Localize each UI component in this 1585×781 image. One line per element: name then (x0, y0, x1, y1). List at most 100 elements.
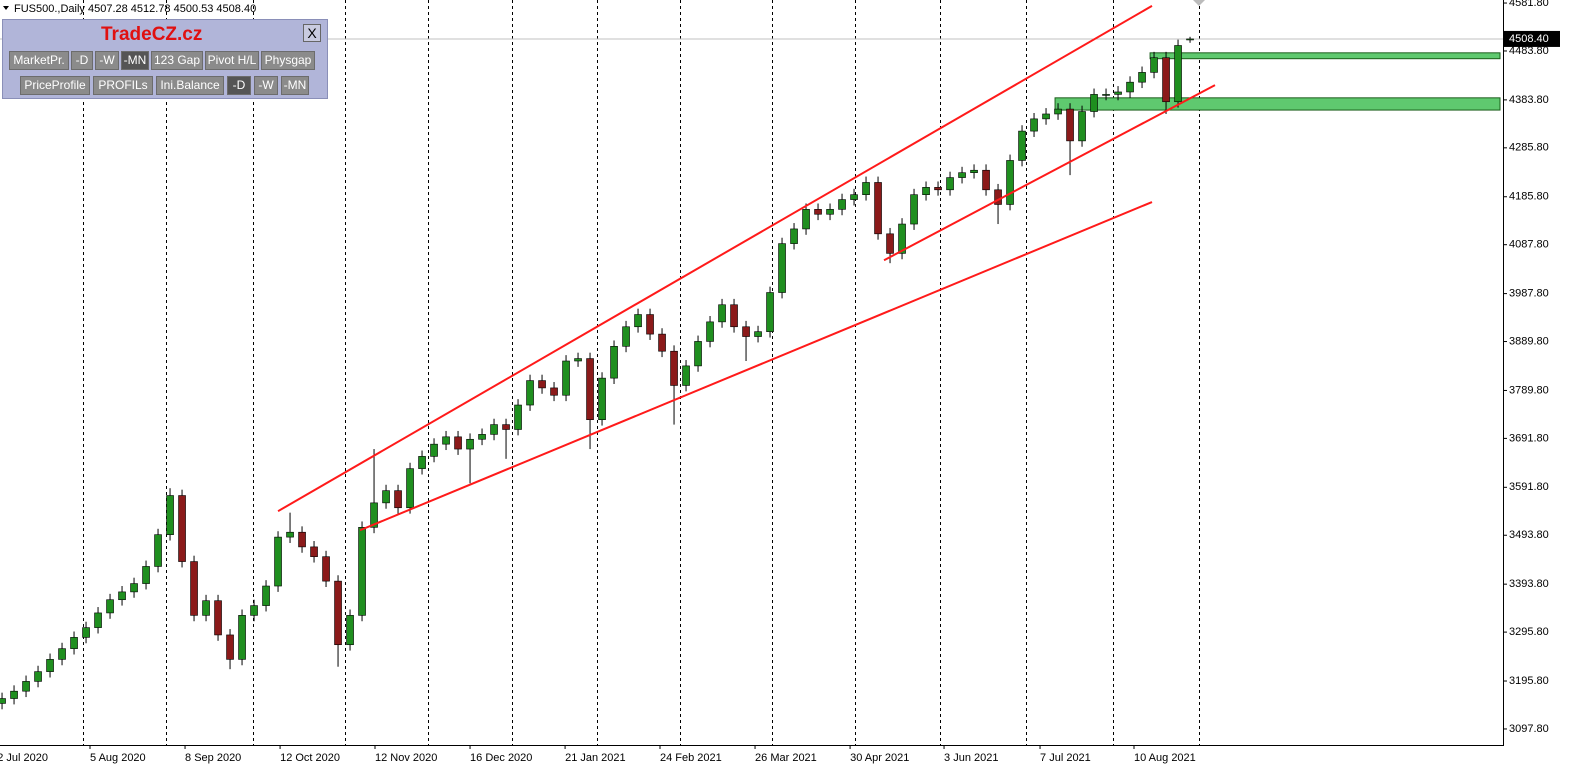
candle-body (490, 424, 498, 435)
y-tick-label: 4483.80 (1509, 45, 1549, 57)
x-tick-label: 5 Aug 2020 (90, 752, 146, 764)
candle-body (58, 648, 66, 660)
candle-body (0, 698, 6, 704)
y-tick-label: 3493.80 (1509, 529, 1549, 541)
candle-body (250, 605, 258, 616)
candle-body (10, 690, 18, 699)
panel-button[interactable]: Physgap (261, 51, 315, 70)
candle-body (934, 187, 942, 191)
candle-body (814, 209, 822, 215)
candle-body (1114, 91, 1122, 95)
candle-body (550, 387, 558, 396)
last-price-box (1504, 30, 1560, 47)
candle-body (886, 233, 894, 254)
panel-button[interactable]: -D (71, 51, 93, 70)
candle-body (442, 436, 450, 445)
candle-body (598, 377, 606, 421)
candle-body (202, 600, 210, 616)
candle-body (946, 177, 954, 191)
panel-button[interactable]: PriceProfile (20, 76, 90, 95)
y-tick-label: 4087.80 (1509, 239, 1549, 251)
candle-body (406, 468, 414, 509)
candle-body (1174, 45, 1182, 103)
panel-button[interactable]: -D (227, 76, 251, 95)
panel-button[interactable]: Pivot H/L (205, 51, 259, 70)
panel-button[interactable]: 123 Gap (151, 51, 203, 70)
x-tick-label: 21 Jan 2021 (565, 752, 626, 764)
candle-body (418, 456, 426, 469)
x-tick-label: 26 Mar 2021 (755, 752, 817, 764)
y-tick-label: 3691.80 (1509, 432, 1549, 444)
candle-body (826, 209, 834, 215)
panel-button[interactable]: -MN (121, 51, 149, 70)
candle-body (850, 194, 858, 200)
candle-body (898, 223, 906, 254)
candle-body (1006, 160, 1014, 205)
zone (1149, 52, 1501, 60)
candle-body (94, 612, 102, 628)
last-price-label: 4508.40 (1509, 33, 1549, 45)
candle-body (730, 304, 738, 328)
candle-body (574, 358, 582, 362)
alert-marker (1193, 0, 1205, 6)
candle-body (310, 546, 318, 557)
zone (1054, 97, 1501, 111)
candle-body (430, 443, 438, 457)
candle-body (1138, 72, 1146, 83)
x-tick-label: 7 Jul 2021 (1040, 752, 1091, 764)
candle-body (526, 380, 534, 406)
candle-body (1030, 118, 1038, 132)
period-separators (83, 0, 1200, 745)
trendline (277, 5, 1153, 513)
candle-body (166, 495, 174, 535)
candle-body (82, 627, 90, 638)
candle-body (262, 585, 270, 606)
panel-button[interactable]: -W (95, 51, 119, 70)
candle-body (274, 536, 282, 587)
candle-body (466, 438, 474, 450)
y-tick-label: 3987.80 (1509, 288, 1549, 300)
candle-body (922, 187, 930, 195)
candle-body (370, 502, 378, 528)
y-tick-label: 3195.80 (1509, 675, 1549, 687)
trendline (359, 201, 1153, 532)
panel-button[interactable]: Ini.Balance (156, 76, 224, 95)
candle-body (874, 182, 882, 235)
candle-body (118, 591, 126, 601)
panel-button[interactable]: PROFILs (93, 76, 153, 95)
close-button[interactable]: X (303, 24, 321, 42)
x-tick-label: 16 Dec 2020 (470, 752, 532, 764)
candle-body (394, 490, 402, 509)
x-tick-label: 3 Jun 2021 (944, 752, 998, 764)
candle-body (766, 292, 774, 332)
candle-body (718, 304, 726, 323)
candle-body (1150, 57, 1158, 73)
candle-body (670, 350, 678, 386)
candle-body (1018, 130, 1026, 161)
panel-title: TradeCZ.cz (101, 24, 203, 45)
candle-body (958, 172, 966, 178)
y-tick-label: 3295.80 (1509, 626, 1549, 638)
panel-button[interactable]: MarketPr. (9, 51, 69, 70)
y-tick-label: 4285.80 (1509, 142, 1549, 154)
menu-arrow (3, 6, 9, 10)
candle-body (226, 634, 234, 660)
x-tick-label: 12 Oct 2020 (280, 752, 340, 764)
x-tick-label: 24 Feb 2021 (660, 752, 722, 764)
candle-body (70, 637, 78, 649)
y-tick-label: 4581.80 (1509, 0, 1549, 9)
plot-area (0, 5, 1503, 710)
panel-button[interactable]: -W (254, 76, 278, 95)
x-tick-label: 2 Jul 2020 (0, 752, 48, 764)
y-tick-label: 4383.80 (1509, 94, 1549, 106)
panel-button[interactable]: -MN (281, 76, 309, 95)
y-tick-label: 3889.80 (1509, 335, 1549, 347)
candle-body (910, 194, 918, 225)
candle-body (1162, 57, 1170, 103)
candle-body (706, 321, 714, 342)
candle-body (106, 599, 114, 614)
candle-body (334, 580, 342, 646)
candle-body (142, 566, 150, 584)
candle-body (742, 326, 750, 337)
